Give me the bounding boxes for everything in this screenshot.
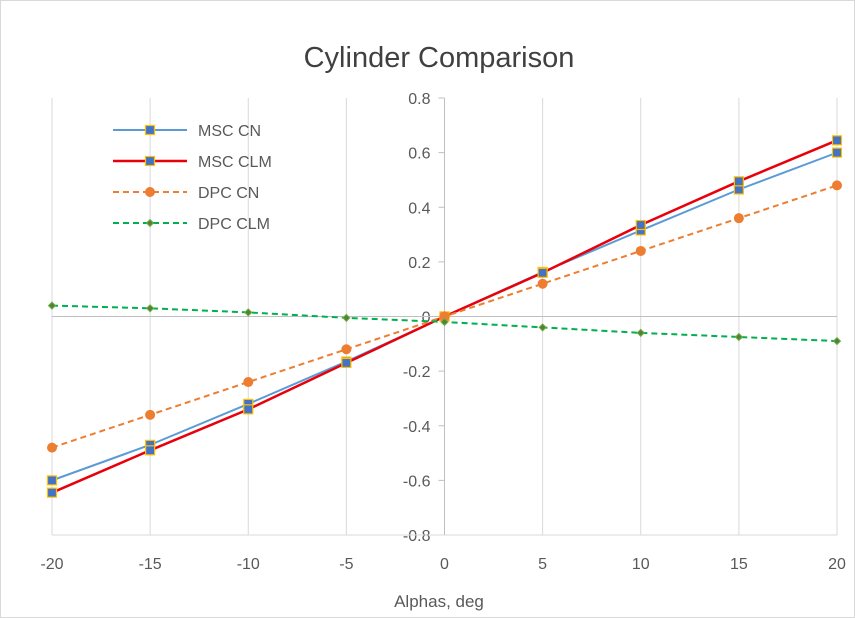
data-point-diamond [47, 301, 57, 310]
legend-label: DPC CLM [198, 216, 270, 233]
data-point-square [831, 147, 843, 158]
data-point-diamond [636, 328, 645, 338]
legend-item: DPC CLM [113, 216, 270, 233]
series-layer [46, 135, 843, 498]
data-point-diamond [145, 218, 155, 228]
y-tick-label: -0.6 [403, 473, 431, 490]
data-point-diamond [244, 308, 253, 317]
x-tick-label: 20 [828, 556, 846, 573]
data-point-diamond [440, 317, 449, 327]
legend-label: MSC CN [198, 123, 261, 140]
data-point-square [46, 475, 58, 486]
legend-label: DPC CN [198, 185, 259, 202]
data-point-circle [832, 180, 842, 191]
legend-item: DPC CN [113, 185, 259, 202]
x-tick-label: -10 [237, 556, 260, 573]
data-point-square [341, 357, 352, 369]
x-tick-label: 0 [440, 556, 449, 573]
data-point-square [733, 176, 744, 187]
series-dpc-clm [47, 301, 842, 346]
series-dpc-cn [47, 180, 842, 453]
y-tick-label: 0 [422, 310, 431, 327]
x-tick-label: 5 [538, 556, 547, 573]
data-point-diamond [832, 336, 842, 346]
data-point-circle [537, 278, 548, 289]
data-point-square [635, 219, 646, 231]
chart-title: Cylinder Comparison [304, 42, 575, 74]
data-point-circle [635, 245, 646, 256]
data-point-square [144, 155, 156, 167]
x-axis-title: Alphas, deg [394, 592, 484, 611]
data-point-square [243, 404, 254, 415]
x-tick-label: 15 [730, 556, 748, 573]
legend-item: MSC CLM [113, 154, 272, 171]
data-point-square [144, 124, 156, 136]
legend: MSC CN MSC CLM DPC CN DPC CLM [113, 123, 272, 233]
data-point-circle [243, 377, 254, 388]
x-tick-label: 10 [632, 556, 650, 573]
data-point-circle [145, 187, 155, 197]
data-point-circle [733, 213, 744, 224]
y-tick-label: -0.2 [403, 364, 431, 381]
data-point-diamond [342, 313, 351, 323]
data-point-diamond [145, 304, 155, 313]
legend-label: MSC CLM [198, 154, 272, 171]
data-point-circle [47, 442, 57, 453]
data-point-square [537, 267, 548, 278]
data-point-diamond [734, 332, 744, 342]
y-tick-label: 0.6 [408, 146, 430, 163]
legend-item: MSC CN [113, 123, 261, 140]
x-tick-label: -15 [139, 556, 162, 573]
y-tick-label: -0.4 [403, 419, 431, 436]
data-point-diamond [538, 323, 547, 332]
data-point-circle [145, 409, 156, 420]
y-tick-label: -0.8 [403, 528, 431, 545]
x-tick-label: -5 [339, 556, 353, 573]
axis-layer: -20 -15 -10 -5 0 5 10 15 20 -0.8 -0.6 -0.4 -0.2 0 0.2 0… [40, 91, 846, 573]
data-point-circle [341, 344, 352, 355]
y-tick-label: 0.8 [408, 91, 430, 108]
y-tick-label: 0.2 [408, 255, 430, 272]
y-tick-label: 0.4 [408, 200, 430, 217]
data-point-square [145, 445, 156, 456]
data-point-square [831, 135, 843, 146]
data-point-square [46, 487, 58, 498]
x-tick-label: -20 [40, 556, 63, 573]
